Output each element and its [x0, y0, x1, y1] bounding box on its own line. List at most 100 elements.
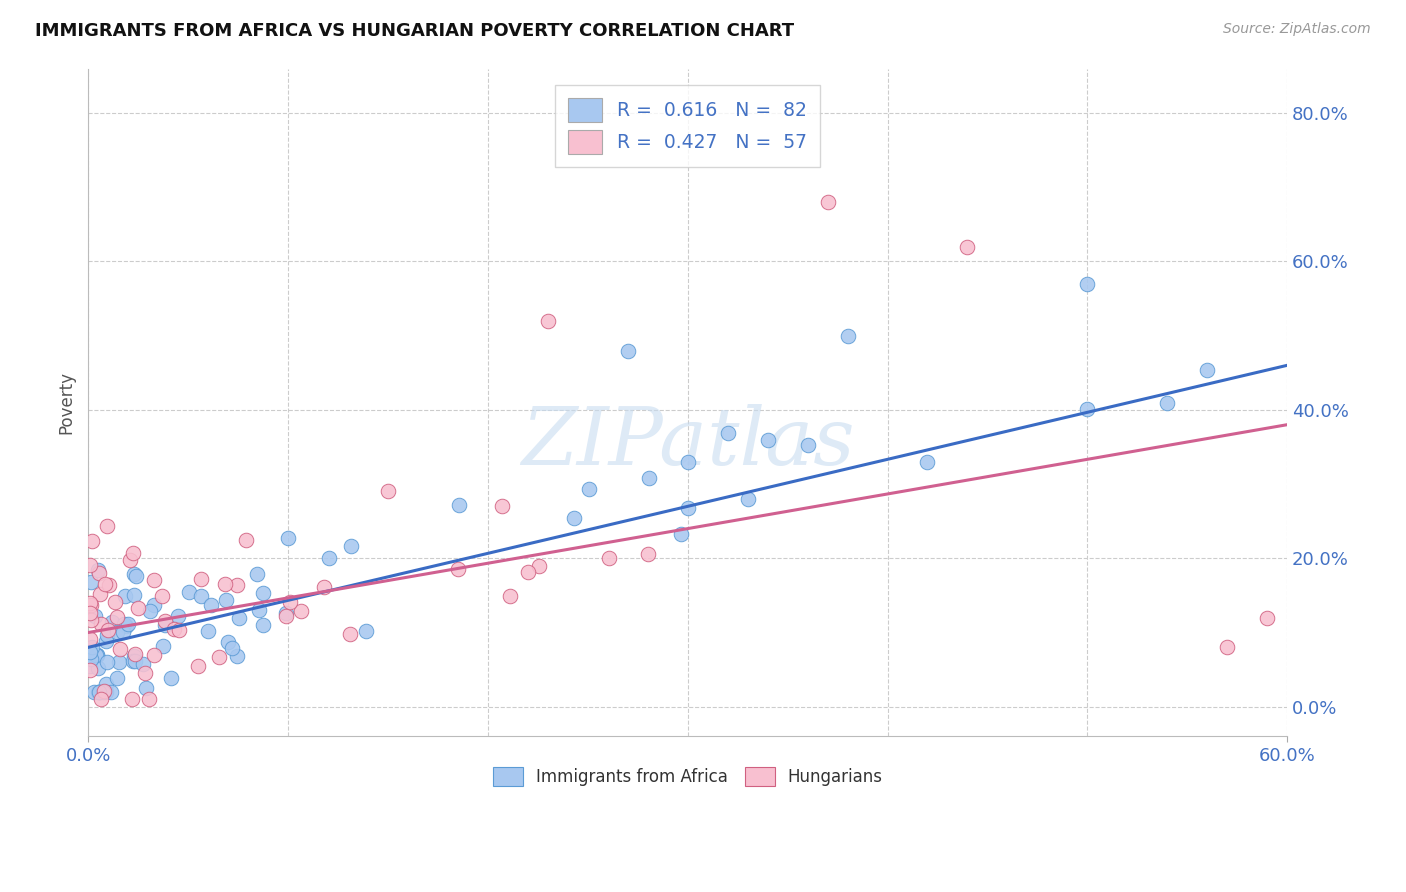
Point [235, 533, 257, 548]
Point [83, 608, 105, 623]
Point [1197, 362, 1219, 376]
Point [166, 609, 188, 624]
Text: ZIPatlas: ZIPatlas [522, 404, 855, 482]
Point [111, 625, 134, 640]
Point [80, 614, 103, 628]
Point [80, 651, 103, 665]
Point [377, 484, 399, 499]
Point [143, 573, 166, 587]
Point [187, 659, 209, 673]
Point [276, 531, 298, 545]
Point [163, 623, 186, 637]
Point [637, 470, 659, 484]
Point [190, 572, 212, 586]
Point [96, 655, 118, 669]
Point [1156, 395, 1178, 409]
Point [124, 648, 146, 662]
Point [117, 617, 139, 632]
Point [1076, 401, 1098, 416]
Point [537, 314, 560, 328]
Point [637, 547, 659, 561]
Point [79, 596, 101, 610]
Point [578, 482, 600, 496]
Point [200, 598, 222, 612]
Point [93, 683, 115, 698]
Point [152, 639, 174, 653]
Point [89, 685, 111, 699]
Point [160, 671, 183, 685]
Point [80, 640, 103, 654]
Point [339, 539, 361, 553]
Point [218, 635, 240, 649]
Point [90, 692, 112, 706]
Point [153, 617, 176, 632]
Point [104, 595, 127, 609]
Point [127, 601, 149, 615]
Point [122, 567, 145, 582]
Point [79, 663, 101, 677]
Point [817, 195, 839, 210]
Point [669, 527, 692, 541]
Point [676, 455, 699, 469]
Point [79, 606, 101, 620]
Point [177, 585, 200, 599]
Point [516, 566, 538, 580]
Point [225, 578, 247, 592]
Point [274, 609, 297, 624]
Legend: Immigrants from Africa, Hungarians: Immigrants from Africa, Hungarians [484, 759, 891, 795]
Point [318, 550, 340, 565]
Point [562, 511, 585, 525]
Point [290, 604, 312, 618]
Point [449, 498, 471, 512]
Point [150, 589, 173, 603]
Point [87, 685, 110, 699]
Point [108, 642, 131, 657]
Point [527, 558, 550, 573]
Point [956, 239, 979, 253]
Point [169, 623, 191, 637]
Point [89, 587, 111, 601]
Point [124, 569, 146, 583]
Point [90, 617, 112, 632]
Point [89, 684, 111, 698]
Point [121, 692, 143, 706]
Point [491, 499, 513, 513]
Point [96, 518, 118, 533]
Point [84, 648, 107, 662]
Point [124, 648, 146, 663]
Point [79, 644, 101, 658]
Point [252, 586, 274, 600]
Point [190, 589, 212, 603]
Point [96, 677, 118, 691]
Point [756, 433, 779, 447]
Point [598, 550, 620, 565]
Point [122, 546, 145, 560]
Point [79, 558, 101, 572]
Point [214, 577, 236, 591]
Point [124, 654, 146, 668]
Point [339, 627, 361, 641]
Point [1216, 640, 1239, 655]
Point [278, 594, 301, 608]
Point [94, 633, 117, 648]
Point [105, 625, 128, 640]
Point [312, 580, 335, 594]
Point [676, 500, 699, 515]
Point [143, 599, 166, 613]
Point [87, 685, 110, 699]
Point [837, 328, 859, 343]
Point [89, 566, 111, 581]
Point [214, 593, 236, 607]
Point [114, 616, 136, 631]
Point [80, 598, 103, 612]
Point [1256, 610, 1278, 624]
Point [100, 685, 122, 699]
Point [737, 491, 759, 506]
Point [107, 656, 129, 670]
Point [80, 533, 103, 548]
Point [131, 657, 153, 671]
Point [118, 553, 141, 567]
Point [225, 648, 247, 663]
Point [228, 610, 250, 624]
Point [114, 619, 136, 633]
